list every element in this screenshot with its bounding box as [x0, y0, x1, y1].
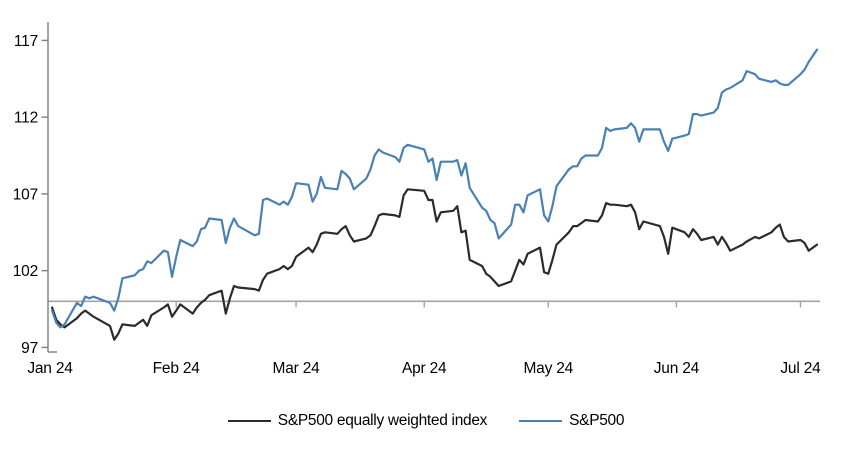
legend-line-sample — [519, 419, 563, 423]
y-tick-label: 107 — [13, 186, 38, 203]
legend-label-sp500-equal-weighted: S&P500 equally weighted index — [277, 412, 488, 429]
series-line-sp500 — [50, 48, 819, 329]
legend-item-sp500: S&P500 — [519, 412, 625, 430]
x-tick-label: Jul 24 — [780, 360, 821, 377]
series-line-sp500-equal-weighted — [50, 188, 819, 341]
legend-label-sp500: S&P500 — [569, 412, 625, 429]
y-tick-label: 117 — [14, 33, 38, 50]
y-tick-label: 112 — [14, 110, 38, 127]
chart-legend: S&P500 equally weighted index S&P500 — [0, 412, 852, 430]
x-tick-label: Feb 24 — [153, 360, 201, 377]
x-tick-label: Apr 24 — [402, 360, 447, 377]
x-tick-label: Jun 24 — [654, 360, 700, 377]
y-tick-label: 97 — [21, 340, 38, 357]
x-tick-label: May 24 — [523, 360, 573, 377]
legend-item-sp500-equal-weighted: S&P500 equally weighted index — [227, 412, 488, 430]
x-tick-label: Mar 24 — [273, 360, 321, 377]
chart-canvas: 97 102 107 112 117 Jan 24 Feb 24 Mar 24 Apr 24 Ma… — [13, 22, 821, 377]
x-tick-label: Jan 24 — [27, 360, 73, 377]
y-tick-label: 102 — [13, 263, 38, 280]
legend-line-sample — [227, 419, 271, 423]
